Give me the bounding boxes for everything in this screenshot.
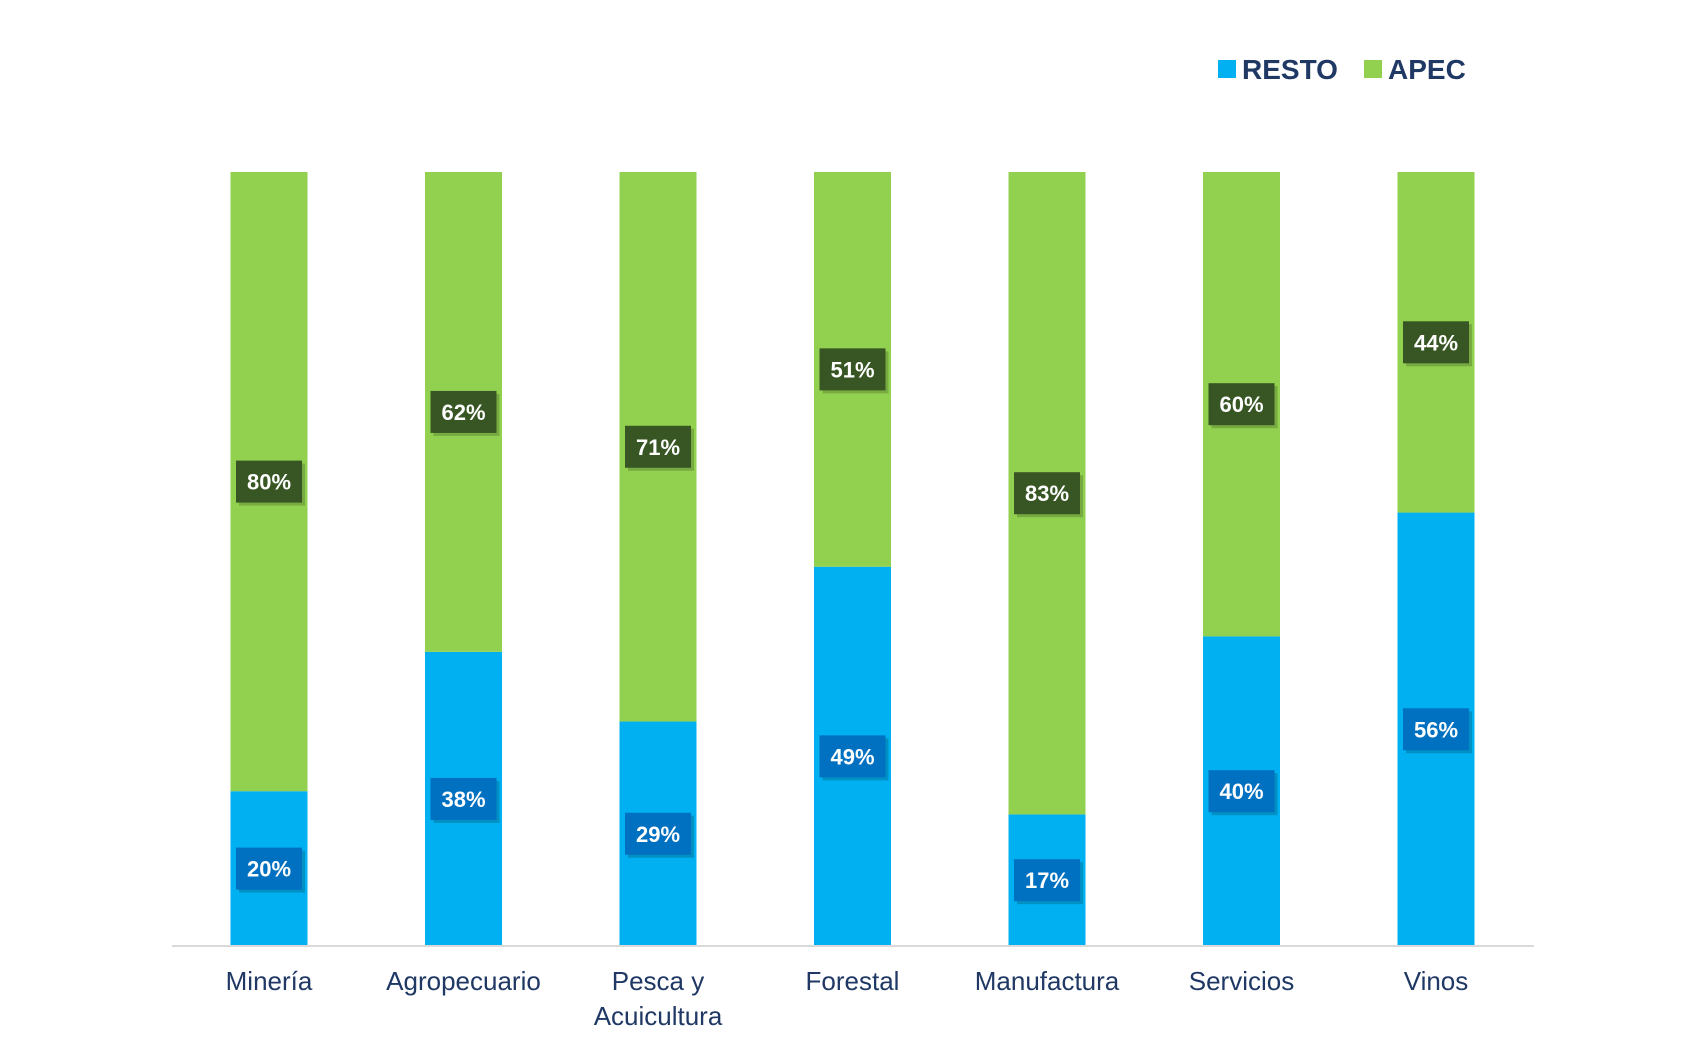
data-label-box	[1403, 321, 1469, 364]
data-label-box	[236, 847, 302, 890]
data-label-box	[625, 812, 691, 855]
data-label-resto-3: 49%	[819, 735, 889, 781]
data-label-box	[236, 460, 302, 503]
data-label-apec-3: 51%	[819, 348, 889, 394]
data-label-box	[1208, 383, 1275, 426]
category-label-line: Servicios	[1189, 966, 1294, 996]
data-label-apec-0: 80%	[236, 460, 305, 506]
legend-swatch	[1218, 60, 1236, 78]
data-label-apec-6: 44%	[1403, 321, 1472, 367]
data-label-value: 38%	[441, 787, 485, 812]
data-label-box	[1208, 770, 1275, 813]
category-label-5: Servicios	[1189, 966, 1294, 996]
data-label-apec-1: 62%	[430, 390, 500, 436]
data-label-resto-5: 40%	[1208, 770, 1278, 816]
data-label-box	[1014, 859, 1080, 902]
category-label-line: Agropecuario	[386, 966, 541, 996]
category-label-6: Vinos	[1404, 966, 1469, 996]
data-label-apec-4: 83%	[1014, 472, 1083, 518]
category-label-line: Manufactura	[975, 966, 1120, 996]
legend-label: RESTO	[1242, 54, 1338, 85]
data-label-value: 40%	[1219, 779, 1263, 804]
category-label-3: Forestal	[806, 966, 900, 996]
data-label-value: 71%	[636, 435, 680, 460]
data-label-resto-2: 29%	[625, 812, 694, 858]
data-label-box	[819, 348, 886, 391]
category-label-0: Minería	[226, 966, 313, 996]
data-label-resto-6: 56%	[1403, 708, 1472, 754]
data-label-value: 62%	[441, 400, 485, 425]
category-label-1: Agropecuario	[386, 966, 541, 996]
category-label-2: Pesca y Acuicultura	[594, 966, 723, 1031]
category-label-4: Manufactura	[975, 966, 1120, 996]
data-label-box	[625, 425, 691, 468]
data-label-value: 49%	[830, 744, 874, 769]
data-label-box	[819, 735, 886, 778]
category-label-line: Vinos	[1404, 966, 1469, 996]
data-label-value: 60%	[1219, 392, 1263, 417]
data-label-box	[1014, 472, 1080, 515]
data-labels: 20% 80% 38% 62% 29% 71% 49% 51% 17% 83% 40% 60% 56% 4…	[236, 321, 1472, 905]
data-label-value: 83%	[1025, 481, 1069, 506]
category-labels: Minería Agropecuario Pesca y Acuicultura For…	[226, 966, 1469, 1031]
category-label-line: Pesca y	[612, 966, 705, 996]
data-label-value: 20%	[247, 857, 291, 882]
category-label-line: Acuicultura	[594, 1001, 723, 1031]
data-label-resto-4: 17%	[1014, 859, 1083, 905]
legend-item-apec: APEC	[1364, 54, 1466, 85]
category-label-line: Forestal	[806, 966, 900, 996]
data-label-resto-0: 20%	[236, 847, 305, 893]
legend: RESTO APEC	[1218, 54, 1466, 85]
data-label-value: 17%	[1025, 868, 1069, 893]
data-label-value: 51%	[830, 357, 874, 382]
data-label-resto-1: 38%	[430, 777, 500, 823]
data-label-apec-2: 71%	[625, 425, 694, 471]
data-label-value: 29%	[636, 822, 680, 847]
data-label-apec-5: 60%	[1208, 383, 1278, 429]
data-label-value: 44%	[1414, 330, 1458, 355]
data-label-box	[1403, 708, 1469, 751]
legend-item-resto: RESTO	[1218, 54, 1338, 85]
data-label-value: 80%	[247, 470, 291, 495]
bars	[230, 172, 1475, 946]
category-label-line: Minería	[226, 966, 313, 996]
data-label-box	[430, 777, 497, 820]
data-label-value: 56%	[1414, 717, 1458, 742]
data-label-box	[430, 390, 497, 433]
legend-swatch	[1364, 60, 1382, 78]
legend-label: APEC	[1388, 54, 1466, 85]
